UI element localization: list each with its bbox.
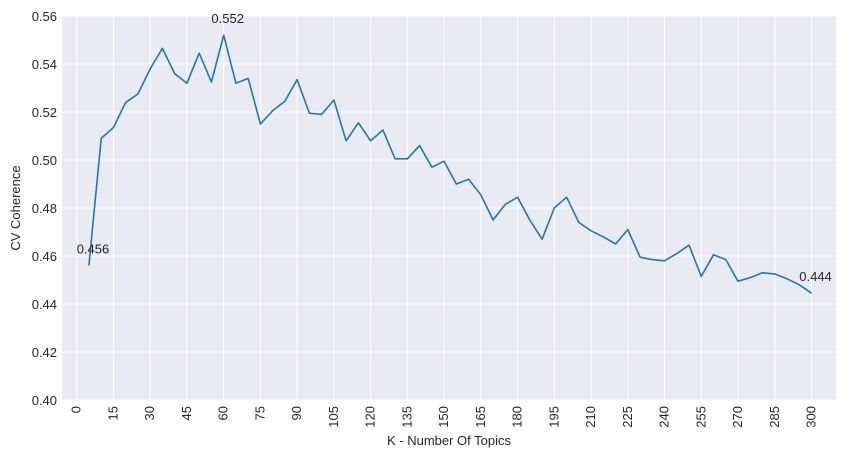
y-axis-label: CV Coherence: [8, 165, 23, 250]
y-tick-label: 0.56: [32, 9, 57, 24]
x-tick-label: 255: [693, 406, 708, 428]
grid-lines: [62, 15, 836, 401]
x-tick-label: 45: [179, 406, 194, 420]
y-tick-label: 0.52: [32, 105, 57, 120]
x-tick-label: 180: [510, 406, 525, 428]
x-tick-label: 285: [767, 406, 782, 428]
x-tick-label: 225: [620, 406, 635, 428]
y-tick-label: 0.46: [32, 249, 57, 264]
x-tick-label: 15: [105, 406, 120, 420]
x-tick-label: 210: [583, 406, 598, 428]
x-tick-label: 195: [546, 406, 561, 428]
series-layer: [88, 34, 812, 294]
x-tick-label: 165: [473, 406, 488, 428]
x-tick-label: 0: [69, 406, 84, 413]
x-tick-label: 150: [436, 406, 451, 428]
value-annotation: 0.456: [77, 242, 110, 257]
x-tick-label: 90: [289, 406, 304, 420]
y-axis-tick-labels: 0.40 0.42 0.44 0.46 0.48 0.50 0.52 0.54 0.56: [32, 9, 57, 408]
y-tick-label: 0.42: [32, 345, 57, 360]
y-tick-label: 0.54: [32, 57, 57, 72]
x-tick-label: 300: [804, 406, 819, 428]
value-annotation: 0.444: [799, 269, 832, 284]
series-line: [88, 34, 812, 294]
x-tick-label: 120: [363, 406, 378, 428]
x-axis-tick-labels: 0 15 30 45 60 75 90 105 120 135 150 165 180 195 210 225…: [69, 406, 819, 428]
y-tick-label: 0.44: [32, 297, 57, 312]
x-tick-label: 75: [252, 406, 267, 420]
value-annotation: 0.552: [211, 11, 244, 26]
x-tick-label: 30: [142, 406, 157, 420]
y-tick-label: 0.50: [32, 153, 57, 168]
y-tick-label: 0.40: [32, 393, 57, 408]
x-tick-label: 240: [657, 406, 672, 428]
x-tick-label: 105: [326, 406, 341, 428]
x-tick-label: 270: [730, 406, 745, 428]
y-tick-label: 0.48: [32, 201, 57, 216]
annotations: 0.456 0.552 0.444: [77, 11, 832, 284]
x-axis-label: K - Number Of Topics: [387, 433, 512, 448]
x-tick-label: 135: [399, 406, 414, 428]
x-tick-label: 60: [216, 406, 231, 420]
